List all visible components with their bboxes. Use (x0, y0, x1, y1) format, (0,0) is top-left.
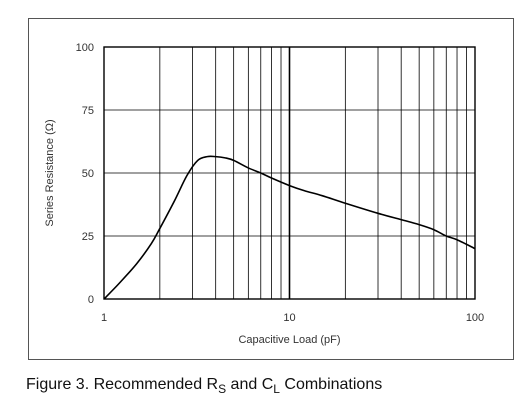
tick-labels: 0 25 50 75 100 1 10 100 (76, 42, 485, 324)
plot-border (103, 46, 476, 300)
caption-suffix: Combinations (279, 376, 383, 393)
figure-caption: Figure 3. Recommended RS and CL Combinat… (26, 376, 382, 396)
x-tick-label: 1 (101, 312, 107, 324)
figure-frame (28, 18, 514, 360)
y-tick-label: 0 (88, 294, 94, 306)
caption-sub-l: L (273, 382, 280, 396)
y-tick-label: 75 (82, 105, 94, 117)
y-tick-label: 100 (76, 42, 94, 54)
x-tick-label: 100 (466, 312, 484, 324)
x-tick-label: 10 (283, 312, 295, 324)
grid-layer (104, 47, 475, 299)
caption-prefix: Figure 3. Recommended R (26, 376, 219, 393)
x-axis-label: Capacitive Load (pF) (238, 334, 340, 346)
y-tick-label: 25 (82, 231, 94, 243)
y-axis-label: Series Resistance (Ω) (44, 119, 56, 226)
caption-sub-s: S (218, 382, 227, 396)
series-line (103, 155, 476, 300)
y-tick-label: 50 (82, 168, 94, 180)
caption-middle: and C (226, 376, 274, 393)
